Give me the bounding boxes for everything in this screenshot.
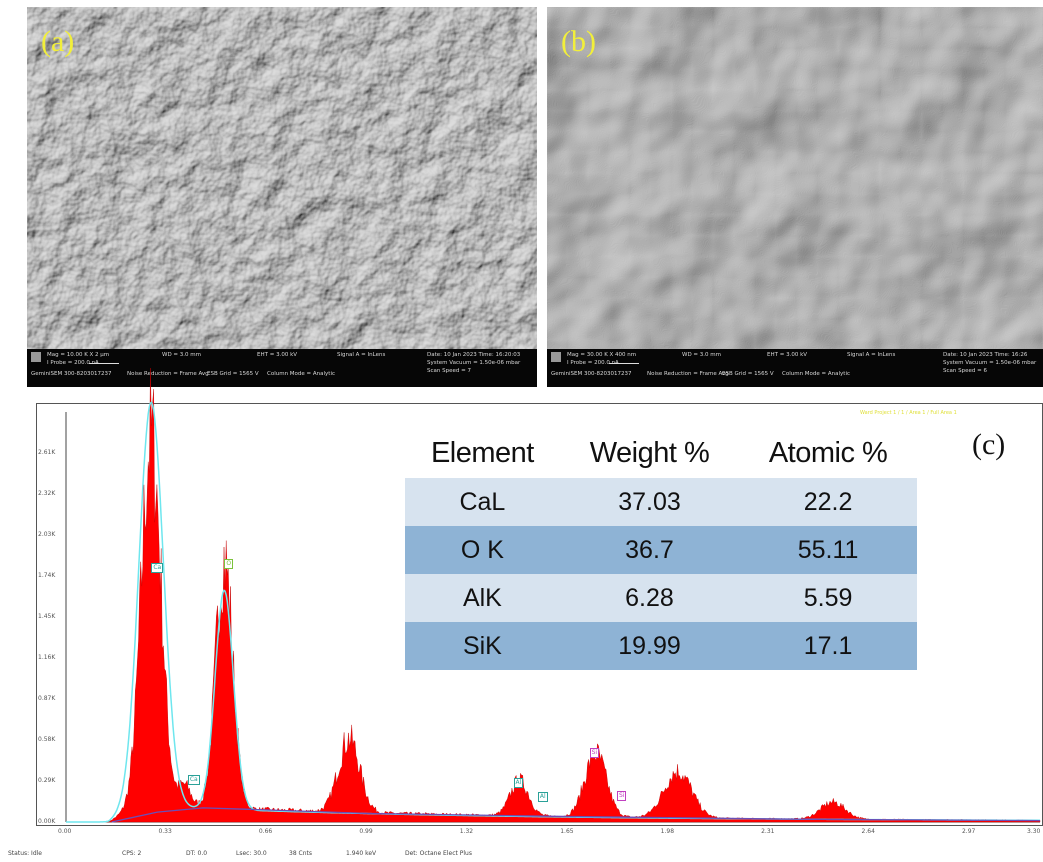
peak-label: Ca	[187, 775, 200, 785]
y-tick-label: 2.32K	[38, 490, 56, 497]
status-dt: DT: 0.0	[186, 850, 208, 857]
x-tick-label: 0.66	[258, 828, 273, 835]
status-detector: Det: Octane Elect Plus	[405, 850, 472, 857]
y-tick-label: 1.16K	[38, 654, 56, 661]
scale-bar-b	[609, 363, 639, 364]
scale-bar-a	[89, 363, 119, 364]
x-tick-label: 0.00	[58, 828, 72, 835]
panel-label-c: (c)	[972, 428, 1006, 461]
panel-label-b: (b)	[561, 25, 596, 58]
composition-table: Element Weight % Atomic % CaL 37.03 22.2…	[405, 428, 917, 670]
x-tick-label: 2.64	[861, 828, 875, 835]
x-tick-label: 2.97	[961, 828, 976, 835]
y-tick-label: 0.00K	[38, 818, 56, 825]
x-tick-label: 1.98	[660, 828, 675, 835]
sem-texture-b	[547, 7, 1043, 349]
panel-label-a: (a)	[41, 25, 75, 58]
x-tick-label: 0.33	[158, 828, 172, 835]
background-line	[111, 807, 1041, 823]
peak-label: Al	[537, 791, 548, 802]
table-header-row: Element Weight % Atomic %	[405, 428, 917, 478]
peak-label: Al	[513, 777, 524, 788]
status-cps: CPS: 2	[122, 850, 142, 857]
status-lsec: Lsec: 30.0	[236, 850, 267, 857]
y-tick-label: 2.03K	[38, 531, 56, 538]
zeiss-logo-icon	[551, 352, 561, 362]
status-cnts: 38 Cnts	[289, 850, 313, 857]
status-state: Status: Idle	[8, 850, 42, 857]
table-row: O K 36.7 55.11	[405, 526, 917, 574]
sem-image-b: (b) Mag = 30.00 K X 400 nm I Probe = 200…	[547, 7, 1043, 387]
sem-info-bar-a: Mag = 10.00 K X 2 µm I Probe = 200.0 nA …	[27, 349, 537, 387]
status-kev: 1.940 keV	[346, 850, 377, 857]
sem-info-bar-b: Mag = 30.00 K X 400 nm I Probe = 200.0 n…	[547, 349, 1043, 387]
zeiss-logo-icon	[31, 352, 41, 362]
x-tick-label: 2.31	[761, 828, 775, 835]
y-tick-label: 0.58K	[38, 736, 56, 743]
header-element: Element	[430, 436, 534, 469]
y-tick-label: 1.45K	[38, 613, 56, 620]
sem-image-a: (a) Mag = 10.00 K X 2 µm I Probe = 200.0…	[27, 7, 537, 387]
sem-texture-a	[27, 7, 537, 349]
peak-label: Si	[589, 748, 600, 759]
table-row: CaL 37.03 22.2	[405, 478, 917, 526]
x-tick-label: 1.32	[459, 828, 474, 835]
y-tick-label: 0.87K	[38, 695, 56, 702]
x-tick-label: 1.65	[560, 828, 574, 835]
peak-label: O	[224, 558, 234, 569]
spectrum-legend: Ward Project 1 / 1 / Area 1 / Full Area …	[860, 410, 957, 416]
peak-label: Ca	[151, 562, 164, 573]
y-tick-label: 2.61K	[38, 449, 56, 456]
y-tick-label: 0.29K	[38, 777, 56, 784]
x-tick-label: 0.99	[359, 828, 373, 835]
table-row: AlK 6.28 5.59	[405, 574, 917, 622]
peak-label: Si	[617, 790, 627, 801]
header-weight: Weight %	[589, 436, 710, 469]
table-row: SiK 19.99 17.1	[405, 622, 917, 670]
header-atomic: Atomic %	[768, 436, 888, 469]
y-tick-label: 1.74K	[38, 572, 56, 579]
x-tick-label: 3.30	[1027, 828, 1041, 835]
